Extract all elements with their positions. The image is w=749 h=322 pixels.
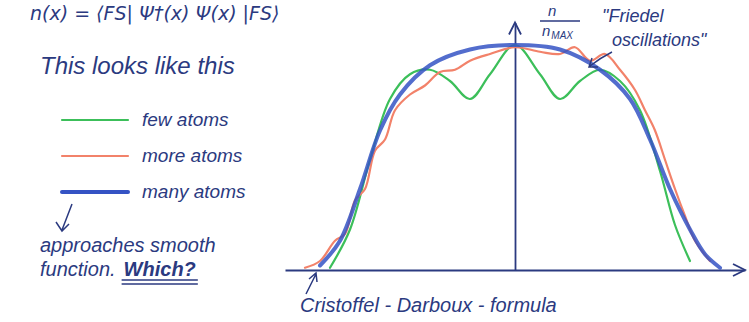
note: function. [40, 258, 116, 280]
underline [122, 279, 198, 280]
note-emphasis: Which? [124, 258, 196, 280]
plot-area [305, 45, 720, 268]
y-arrow [509, 23, 521, 35]
title: This looks like this [40, 52, 235, 79]
series-line [320, 45, 720, 268]
y-axis-line [515, 23, 517, 271]
legend-swatch [62, 190, 128, 194]
legend-label: more atoms [142, 145, 243, 166]
sketch: n(x) = ⟨FS| Ψ†(x) Ψ(x) |FS⟩ This looks li… [0, 0, 749, 322]
note: approaches smooth [40, 234, 216, 256]
note-arrow [56, 204, 72, 231]
y-label-numerator: n [548, 2, 556, 19]
legend-swatch [62, 155, 128, 157]
annotation: oscillations" [612, 30, 708, 50]
series-line [330, 45, 690, 268]
y-label-subscript: MAX [551, 30, 573, 41]
annotation: "Friedel [602, 6, 664, 26]
legend-swatch [62, 119, 128, 121]
legend-label: few atoms [142, 109, 229, 130]
series-line [305, 47, 710, 268]
formula: n(x) = ⟨FS| Ψ†(x) Ψ(x) |FS⟩ [30, 2, 279, 25]
underline [122, 283, 198, 284]
y-axis [515, 23, 516, 271]
x-arrow [733, 264, 745, 276]
footnote-arrow [306, 273, 317, 294]
legend-label: many atoms [142, 181, 246, 202]
annotation-arrow [589, 52, 612, 67]
y-label-denominator: n [542, 22, 550, 39]
footnote: Cristoffel - Darboux - formula [300, 294, 557, 316]
